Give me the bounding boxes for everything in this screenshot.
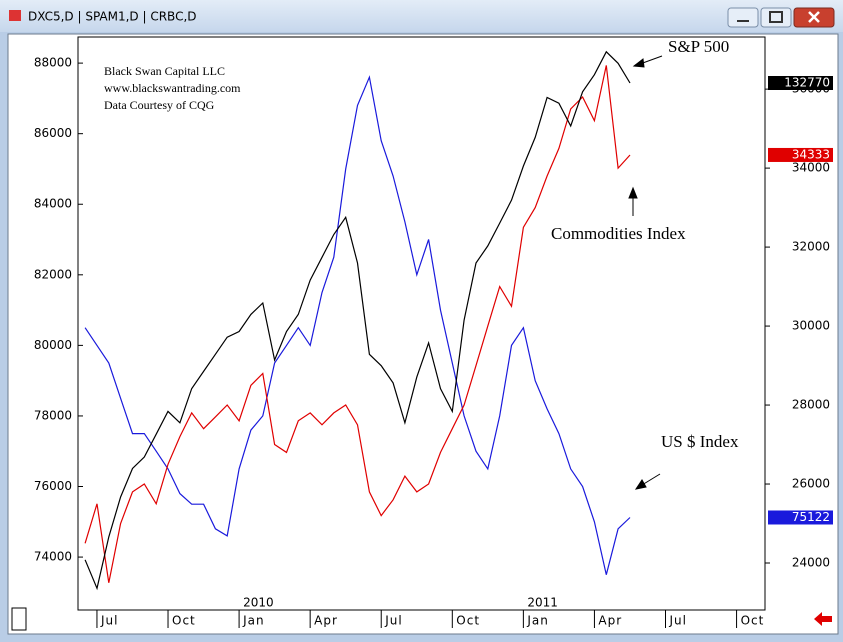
app-icon [9, 10, 21, 21]
year-label: 2010 [243, 596, 274, 610]
x-tick-label: Oct [741, 614, 765, 628]
series-line [84, 50, 631, 591]
y-tick-label: 88000 [34, 56, 72, 70]
x-tick-label: Apr [598, 614, 622, 628]
corner-box[interactable] [11, 607, 27, 631]
annotation: S&P 500 [668, 37, 729, 56]
x-tick-label: Oct [172, 614, 196, 628]
scroll-arrow[interactable] [814, 612, 832, 626]
x-tick-label: Apr [314, 614, 338, 628]
last-value-tag [768, 147, 833, 162]
last-value-tag [768, 510, 833, 525]
arrows [628, 55, 663, 490]
close-icon [808, 11, 820, 23]
annotation: US $ Index [661, 432, 739, 451]
y-tick-label: 78000 [34, 408, 72, 422]
last-value-label: 34333 [792, 147, 830, 161]
credit: www.blackswantrading.com [104, 81, 241, 95]
plot-frame [77, 36, 766, 611]
x-tick-label: Jan [242, 614, 265, 628]
y2-tick-label: 28000 [792, 398, 830, 412]
y2-tick-label: 24000 [792, 556, 830, 570]
last-value-label: 132770 [784, 75, 830, 89]
y2-tick-label: 26000 [792, 477, 830, 491]
annotation: Commodities Index [551, 224, 686, 243]
minimize-button[interactable] [727, 7, 759, 28]
title-bar [0, 0, 843, 32]
x-tick-label: Jul [100, 614, 118, 628]
x-tick-label: Jan [526, 614, 549, 628]
maximize-icon [769, 11, 783, 23]
y-tick-label: 82000 [34, 267, 72, 281]
last-value-tag [768, 75, 833, 90]
y-tick-label: 86000 [34, 126, 72, 140]
chart-area [7, 33, 839, 635]
window-title: DXC5,D | SPAM1,D | CRBC,D [28, 10, 197, 24]
y-tick-label: 74000 [34, 550, 72, 564]
x-tick-label: Oct [456, 614, 480, 628]
series-line [84, 65, 631, 583]
y2-tick-label: 30000 [792, 319, 830, 333]
credit: Data Courtesy of CQG [104, 98, 215, 112]
last-value-label: 75122 [792, 510, 830, 524]
year-label: 2011 [527, 596, 558, 610]
y2-tick-label: 32000 [792, 240, 830, 254]
y-tick-label: 80000 [34, 338, 72, 352]
y-tick-label: 76000 [34, 479, 72, 493]
x-tick-label: Jul [669, 614, 687, 628]
credit: Black Swan Capital LLC [104, 64, 225, 78]
y-tick-label: 84000 [34, 197, 72, 211]
x-tick-label: Jul [384, 614, 402, 628]
y2-tick-label: 34000 [792, 161, 830, 175]
series-line [84, 75, 631, 575]
maximize-button[interactable] [760, 7, 792, 28]
